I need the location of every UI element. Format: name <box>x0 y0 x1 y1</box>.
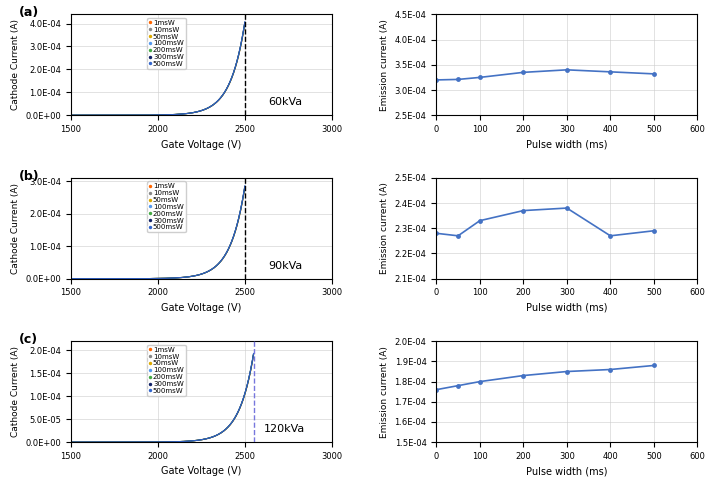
X-axis label: Pulse width (ms): Pulse width (ms) <box>526 303 607 313</box>
Y-axis label: Emission current (A): Emission current (A) <box>380 346 389 438</box>
Legend: 1msW, 10msW, 50msW, 100msW, 200msW, 300msW, 500msW: 1msW, 10msW, 50msW, 100msW, 200msW, 300m… <box>147 181 185 232</box>
Text: 120kVa: 120kVa <box>264 424 306 434</box>
X-axis label: Pulse width (ms): Pulse width (ms) <box>526 467 607 477</box>
Text: 90kVa: 90kVa <box>268 261 302 271</box>
X-axis label: Gate Voltage (V): Gate Voltage (V) <box>161 467 241 477</box>
Y-axis label: Emission current (A): Emission current (A) <box>380 19 389 111</box>
X-axis label: Gate Voltage (V): Gate Voltage (V) <box>161 303 241 313</box>
Text: (c): (c) <box>18 333 38 346</box>
X-axis label: Pulse width (ms): Pulse width (ms) <box>526 140 607 150</box>
Legend: 1msW, 10msW, 50msW, 100msW, 200msW, 300msW, 500msW: 1msW, 10msW, 50msW, 100msW, 200msW, 300m… <box>147 345 185 396</box>
Y-axis label: Emission current (A): Emission current (A) <box>380 182 389 274</box>
X-axis label: Gate Voltage (V): Gate Voltage (V) <box>161 140 241 150</box>
Legend: 1msW, 10msW, 50msW, 100msW, 200msW, 300msW, 500msW: 1msW, 10msW, 50msW, 100msW, 200msW, 300m… <box>147 18 185 69</box>
Text: (b): (b) <box>18 170 39 183</box>
Text: 60kVa: 60kVa <box>268 97 302 107</box>
Y-axis label: Cathode Current (A): Cathode Current (A) <box>11 183 20 274</box>
Y-axis label: Cathode Current (A): Cathode Current (A) <box>11 19 20 110</box>
Y-axis label: Cathode Current (A): Cathode Current (A) <box>11 346 20 437</box>
Text: (a): (a) <box>18 6 39 19</box>
